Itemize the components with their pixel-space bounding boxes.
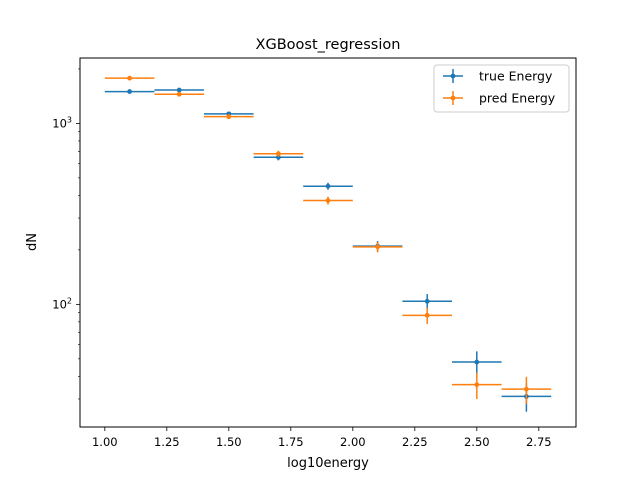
data-point: [375, 244, 380, 250]
y-tick-label: 102: [52, 296, 72, 311]
x-tick-label: 1.50: [216, 435, 242, 449]
y-axis-ticks: 102 103: [52, 68, 80, 400]
data-point: [325, 183, 331, 189]
legend-marker-point: [450, 73, 456, 79]
x-tick-label: 2.50: [464, 435, 490, 449]
legend-label: pred Energy: [479, 91, 556, 106]
x-tick-label: 1.25: [154, 435, 180, 449]
axes-frame: [79, 57, 577, 428]
x-tick-label: 1.75: [278, 435, 304, 449]
data-point: [276, 151, 281, 157]
plot-marks: [104, 75, 552, 412]
x-tick-label: 1.00: [92, 435, 118, 449]
legend-marker-point: [450, 95, 456, 101]
data-point: [474, 359, 480, 365]
legend: true Energy pred Energy: [433, 64, 570, 113]
data-point: [127, 75, 132, 81]
data-point: [325, 198, 331, 203]
data-point: [127, 89, 132, 94]
data-point: [176, 87, 182, 93]
x-tick-label: 2.00: [340, 435, 366, 449]
x-axis-label: log10energy: [287, 456, 369, 471]
data-point: [276, 154, 281, 160]
data-point: [176, 91, 182, 97]
chart-title: XGBoost_regression: [256, 37, 401, 53]
legend-entry: true Energy: [443, 69, 553, 84]
data-point: [424, 298, 430, 304]
data-point: [226, 114, 232, 120]
series-1: [104, 87, 552, 412]
data-point: [524, 386, 529, 392]
data-point: [474, 382, 480, 388]
y-axis-label: dN: [25, 233, 40, 251]
data-point: [424, 312, 430, 318]
legend-label: true Energy: [479, 69, 553, 84]
series-2: [104, 75, 552, 404]
x-axis-ticks: 1.00 1.25 1.50 1.75 2.00 2.25 2.50 2.75: [92, 427, 552, 449]
x-tick-label: 2.25: [402, 435, 428, 449]
x-tick-label: 2.75: [526, 435, 552, 449]
legend-box: [433, 64, 570, 113]
legend-entry: pred Energy: [443, 91, 556, 106]
y-tick-label: 103: [52, 115, 72, 130]
